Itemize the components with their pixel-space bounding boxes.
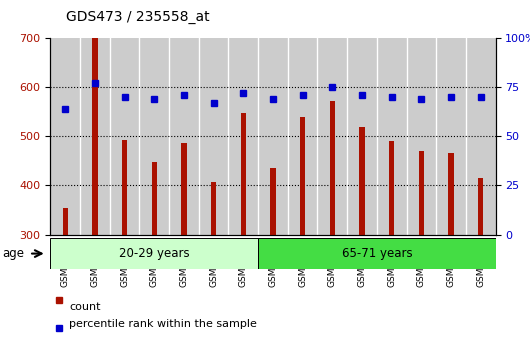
Bar xyxy=(288,38,317,235)
Bar xyxy=(241,113,246,235)
Bar xyxy=(228,38,258,235)
Text: percentile rank within the sample: percentile rank within the sample xyxy=(69,319,257,329)
Bar xyxy=(466,38,496,235)
Bar xyxy=(110,38,139,235)
Bar xyxy=(317,38,347,235)
Bar xyxy=(419,151,424,235)
Bar xyxy=(63,208,68,235)
Bar xyxy=(270,168,276,235)
Text: 65-71 years: 65-71 years xyxy=(341,247,412,260)
Bar xyxy=(152,162,157,235)
Bar xyxy=(122,140,127,235)
Bar xyxy=(377,38,407,235)
Bar xyxy=(330,101,335,235)
Bar xyxy=(448,154,454,235)
Bar xyxy=(50,238,258,269)
Text: GDS473 / 235558_at: GDS473 / 235558_at xyxy=(66,10,210,24)
Bar xyxy=(436,38,466,235)
Bar xyxy=(347,38,377,235)
Bar xyxy=(50,38,80,235)
Bar xyxy=(258,238,496,269)
Text: 20-29 years: 20-29 years xyxy=(119,247,190,260)
Bar xyxy=(181,143,187,235)
Bar xyxy=(211,183,216,235)
Bar xyxy=(258,38,288,235)
Bar xyxy=(139,38,169,235)
Bar xyxy=(359,127,365,235)
Bar xyxy=(80,38,110,235)
Bar xyxy=(199,38,228,235)
Bar xyxy=(478,178,483,235)
Bar xyxy=(389,141,394,235)
Bar xyxy=(407,38,436,235)
Bar xyxy=(300,117,305,235)
Bar xyxy=(169,38,199,235)
Text: age: age xyxy=(3,247,25,260)
Bar xyxy=(92,38,98,235)
Text: count: count xyxy=(69,302,100,312)
